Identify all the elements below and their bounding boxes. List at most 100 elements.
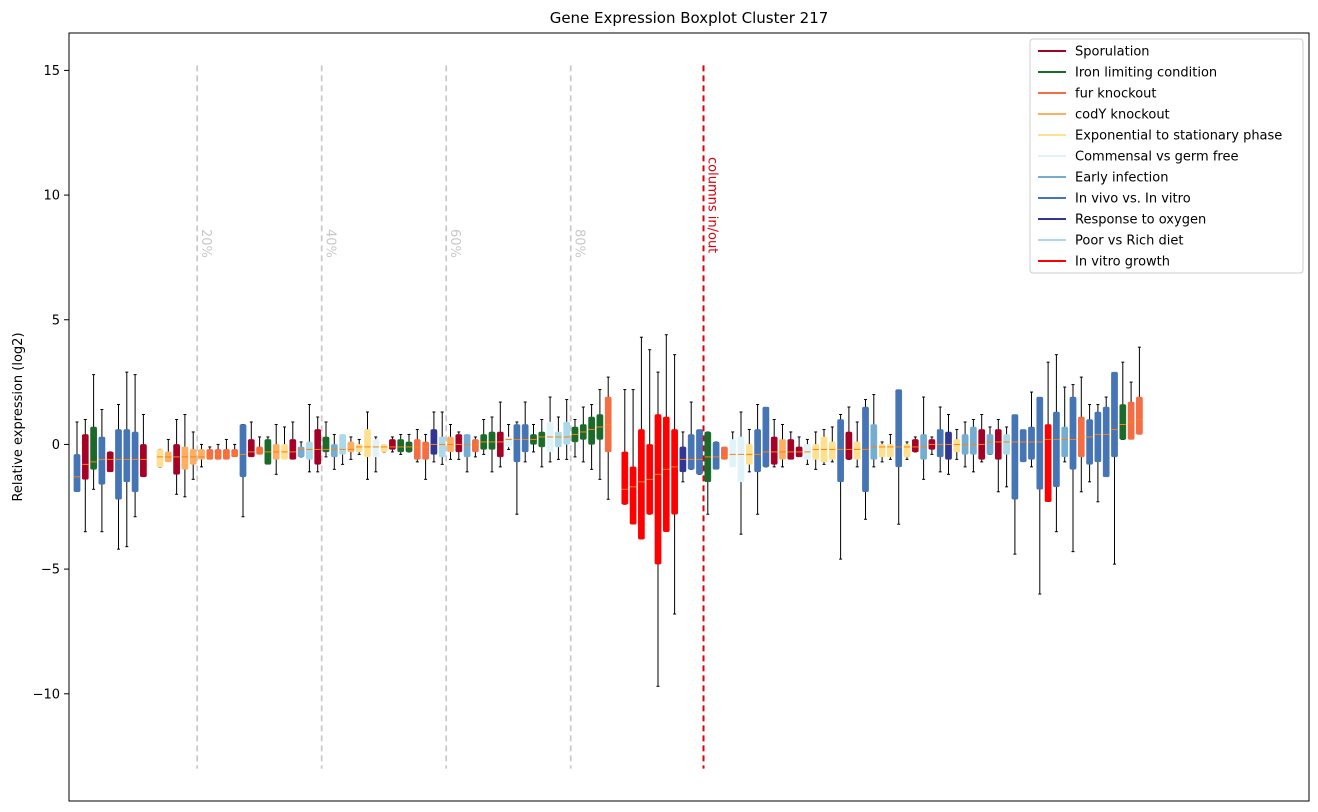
box: [90, 426, 97, 470]
box: [115, 429, 122, 500]
box: [762, 406, 770, 468]
box: [438, 436, 446, 458]
box: [687, 434, 695, 470]
box: [380, 444, 388, 453]
box: [239, 424, 247, 478]
box: [994, 429, 1002, 460]
box: [306, 441, 313, 460]
box: [1119, 404, 1127, 440]
legend-label: Commensal vs germ free: [1075, 150, 1238, 165]
box: [422, 441, 429, 460]
box: [1011, 414, 1019, 500]
box: [488, 431, 496, 450]
legend-label: Sporulation: [1075, 45, 1150, 60]
box: [1036, 396, 1044, 490]
box: [911, 439, 919, 453]
box: [330, 444, 338, 458]
box: [355, 444, 363, 453]
box: [198, 449, 205, 460]
box: [1094, 411, 1102, 463]
box: [413, 439, 421, 460]
box: [372, 439, 380, 458]
legend-label: Poor vs Rich diet: [1075, 234, 1183, 249]
box: [853, 441, 861, 460]
box: [98, 436, 106, 485]
box: [878, 444, 886, 458]
y-tick-label: 0: [52, 438, 60, 453]
box: [837, 419, 844, 483]
box: [721, 446, 728, 460]
box: [472, 439, 479, 453]
box: [364, 429, 371, 458]
box: [339, 434, 346, 455]
percentile-label: 40%: [323, 229, 338, 258]
legend-frame: [1029, 38, 1304, 274]
box: [206, 449, 214, 460]
box: [106, 451, 114, 473]
box: [654, 414, 662, 565]
legend-label: fur knockout: [1075, 87, 1157, 102]
box: [555, 431, 562, 448]
box: [496, 431, 504, 458]
box: [737, 436, 745, 483]
y-axis-label: Relative expression (log2): [11, 332, 26, 501]
box: [1028, 426, 1035, 460]
box: [662, 416, 670, 532]
y-tick-label: 5: [52, 313, 60, 328]
chart-title: Gene Expression Boxplot Cluster 217: [550, 9, 829, 27]
box: [903, 444, 911, 458]
box: [156, 449, 164, 468]
box: [970, 426, 977, 455]
box: [779, 439, 786, 460]
legend-label: In vivo vs. In vitro: [1075, 192, 1191, 207]
box: [231, 449, 239, 458]
legend-label: codY knockout: [1075, 108, 1170, 123]
box: [812, 444, 820, 460]
box: [729, 439, 737, 468]
box: [131, 431, 139, 493]
box: [638, 429, 645, 540]
box: [1061, 426, 1069, 458]
box: [1019, 429, 1027, 463]
legend-label: Response to oxygen: [1075, 213, 1206, 228]
box: [322, 436, 330, 453]
box: [538, 431, 546, 448]
box: [1127, 401, 1135, 440]
box: [870, 424, 878, 460]
box: [1044, 424, 1052, 503]
box: [314, 429, 322, 465]
box: [256, 446, 263, 455]
box: [463, 434, 471, 458]
percentile-label: 60%: [447, 229, 462, 258]
y-axis-ticks: −10 −5 0 5 10 15: [33, 64, 69, 702]
legend-label: Exponential to stationary phase: [1075, 129, 1282, 144]
y-tick-label: −5: [41, 563, 60, 578]
box: [513, 424, 521, 463]
legend-label: Early infection: [1075, 171, 1168, 186]
box: [521, 424, 529, 453]
box: [81, 434, 89, 480]
box: [140, 444, 147, 478]
box: [671, 429, 678, 515]
y-tick-label: −10: [33, 687, 60, 702]
vertical-reference-lines: 20% 40% 60% 80% columns in/out: [196, 65, 720, 769]
box: [629, 466, 637, 525]
box: [588, 416, 595, 445]
box: [1136, 396, 1143, 435]
percentile-label: 80%: [572, 229, 587, 258]
box: [563, 421, 571, 445]
box: [828, 441, 836, 460]
box: [754, 429, 761, 473]
legend-label: Iron limiting condition: [1075, 66, 1217, 81]
box: [1086, 419, 1093, 465]
box: [347, 441, 355, 453]
box: [430, 429, 438, 455]
box: [73, 454, 81, 493]
y-tick-label: 10: [43, 189, 60, 204]
box: [289, 439, 297, 460]
box: [986, 434, 994, 455]
box: [945, 431, 952, 460]
box: [1003, 434, 1010, 455]
box: [397, 439, 405, 453]
